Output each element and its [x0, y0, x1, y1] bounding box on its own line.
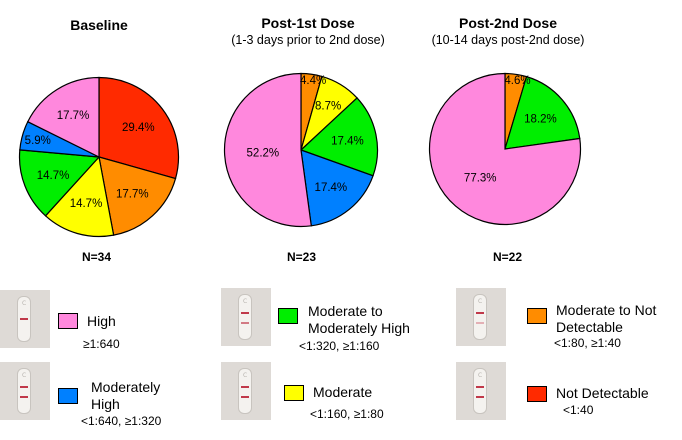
- pie-label-post-1st-dose-4: 17.4%: [315, 182, 348, 194]
- legend-swatch-moderately-high: [58, 388, 78, 404]
- pie-label-post-1st-dose-5: 52.2%: [247, 148, 280, 160]
- legend-swatch-high: [58, 313, 78, 329]
- pie-label-baseline-4: 14.7%: [37, 170, 70, 182]
- n-label-baseline: N=34: [82, 250, 112, 264]
- pie-chart-post-1st-dose: 4.4% 8.7% 17.4% 17.4% 52.2%: [223, 72, 379, 228]
- pie-slice-baseline-not-detectable: [98, 76, 180, 180]
- legend-swatch-not-detectable: [527, 386, 547, 402]
- pie-slice-post-1st-dose-moderately-high: [300, 149, 374, 227]
- chart-subtitle-post-2nd-dose: (10-14 days post-2nd dose): [431, 33, 585, 47]
- pie-label-baseline-3: 14.7%: [70, 198, 103, 210]
- pie-chart-baseline: 29.4% 17.7% 14.7% 14.7% 5.9% 17.7%: [18, 76, 180, 238]
- legend-label-moderate-to-not-detectable: Moderate to Not Detectable: [556, 302, 657, 335]
- chart-title-post-2nd-dose: Post-2nd Dose: [458, 15, 557, 31]
- test-strip-moderate: C: [221, 362, 271, 420]
- pie-slice-baseline-moderate: [44, 155, 115, 238]
- legend-range-moderate: <1:160, ≥1:80: [310, 407, 384, 421]
- test-strip-not-detectable: C: [456, 362, 506, 420]
- legend-label-moderate-to-moderately-high: Moderate to Moderately High: [308, 303, 410, 336]
- legend-range-moderate-to-moderately-high: <1:320, ≥1:160: [299, 339, 380, 353]
- pie-label-post-2nd-dose-1: 4.6%: [504, 75, 530, 87]
- pie-label-post-2nd-dose-3: 77.3%: [464, 172, 497, 184]
- legend-label-moderately-high: Moderately High: [91, 379, 161, 412]
- pie-chart-post-2nd-dose: 4.6% 18.2% 77.3%: [428, 72, 582, 226]
- pie-label-baseline-2: 17.7%: [116, 188, 149, 200]
- pie-slice-baseline-high: [26, 76, 100, 158]
- test-strip-high: C: [0, 290, 50, 348]
- pie-label-baseline-1: 29.4%: [122, 122, 155, 134]
- legend-label-high: High: [87, 313, 116, 329]
- n-label-post-2nd-dose: N=22: [493, 250, 523, 264]
- pie-label-post-2nd-dose-2: 18.2%: [524, 113, 557, 125]
- pie-label-post-1st-dose-2: 8.7%: [315, 101, 341, 113]
- legend-swatch-moderate-to-moderately-high: [278, 308, 298, 324]
- chart-title-baseline: Baseline: [70, 17, 128, 33]
- pie-label-post-1st-dose-1: 4.4%: [300, 75, 326, 87]
- pie-label-baseline-6: 17.7%: [57, 110, 90, 122]
- n-label-post-1st-dose: N=23: [287, 250, 317, 264]
- legend-range-not-detectable: <1:40: [563, 403, 594, 417]
- legend-swatch-moderate: [284, 385, 304, 401]
- legend-range-moderate-to-not-detectable: <1:80, ≥1:40: [554, 336, 621, 350]
- chart-title-post-1st-dose: Post-1st Dose: [261, 15, 355, 31]
- legend-swatch-moderate-to-not-detectable: [527, 308, 547, 324]
- test-strip-moderately-high: C: [0, 362, 50, 420]
- pie-slice-baseline-moderate-to-moderately-high: [18, 149, 101, 217]
- legend-range-high: ≥1:640: [83, 337, 120, 351]
- legend-range-moderately-high: <1:640, ≥1:320: [81, 414, 162, 428]
- legend-label-moderate: Moderate: [313, 384, 373, 400]
- pie-slice-post-2nd-dose-moderate-to-moderately-high: [504, 75, 581, 150]
- test-strip-moderate-to-moderately-high: C: [221, 288, 271, 346]
- pie-slice-post-1st-dose-high: [223, 72, 312, 228]
- test-strip-moderate-to-not-detectable: C: [456, 288, 506, 346]
- pie-slice-post-2nd-dose-high: [428, 72, 582, 226]
- chart-subtitle-post-1st-dose: (1-3 days prior to 2nd dose): [231, 33, 385, 47]
- pie-label-baseline-5: 5.9%: [25, 135, 51, 147]
- pie-label-post-1st-dose-3: 17.4%: [331, 135, 364, 147]
- pie-slice-baseline-moderate-to-not-detectable: [98, 156, 177, 236]
- legend-label-not-detectable: Not Detectable: [556, 385, 649, 401]
